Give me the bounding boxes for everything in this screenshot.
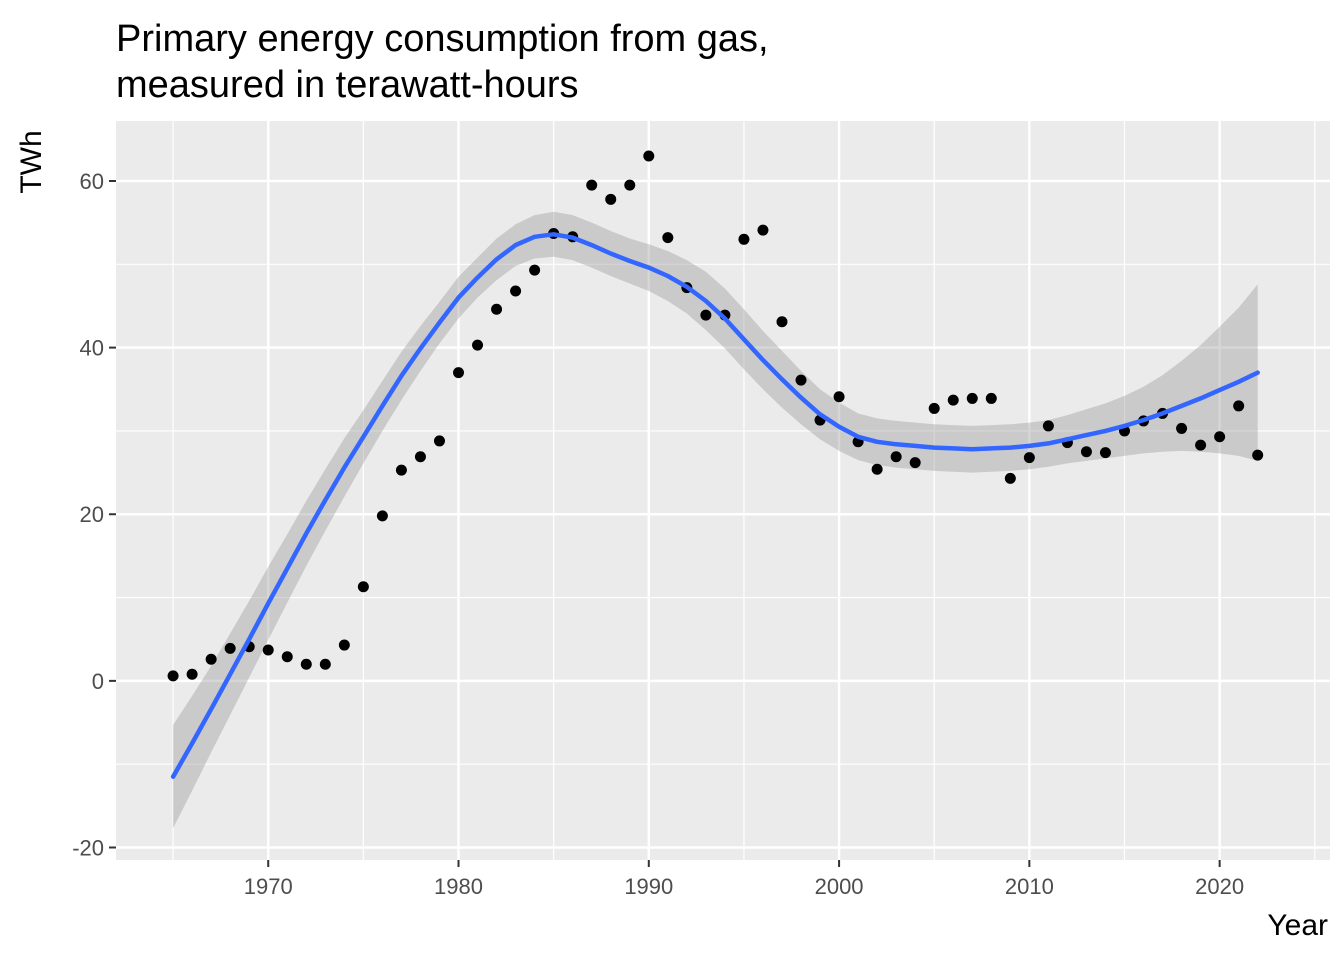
- data-point: [472, 339, 484, 351]
- data-point: [338, 639, 350, 651]
- data-point: [1099, 447, 1111, 459]
- y-tick-label: 60: [80, 169, 104, 194]
- data-point: [1080, 446, 1092, 458]
- data-point: [1023, 452, 1035, 464]
- data-point: [376, 510, 388, 522]
- x-tick-label: 2020: [1195, 874, 1244, 899]
- data-point: [319, 658, 331, 670]
- data-point: [871, 463, 883, 475]
- data-point: [643, 150, 655, 162]
- data-point: [1233, 400, 1245, 412]
- data-point: [300, 658, 312, 670]
- data-point: [395, 464, 407, 476]
- x-tick-label: 1990: [624, 874, 673, 899]
- data-point: [167, 670, 179, 682]
- data-point: [224, 642, 236, 654]
- data-point: [529, 264, 541, 276]
- x-axis-title: Year: [1267, 909, 1328, 942]
- data-point: [357, 581, 369, 593]
- smooth-trend-line: [170, 232, 1260, 779]
- data-point: [1195, 439, 1207, 451]
- grid-lines: [116, 121, 1330, 860]
- y-tick-label: 20: [80, 502, 104, 527]
- data-point: [414, 451, 426, 463]
- confidence-band: [173, 211, 1258, 829]
- data-point: [700, 309, 712, 321]
- x-tick-label: 1980: [434, 874, 483, 899]
- data-point: [624, 179, 636, 191]
- data-point: [205, 653, 217, 665]
- data-point: [186, 668, 198, 680]
- data-point: [928, 402, 940, 414]
- y-tick-label: 40: [80, 336, 104, 361]
- data-point: [262, 644, 274, 656]
- confidence-band-layer: [173, 211, 1258, 829]
- data-point: [1004, 472, 1016, 484]
- data-point: [281, 651, 293, 663]
- chart-title-line-2: measured in terawatt-hours: [116, 64, 579, 106]
- axis-ticks-and-labels: 1970 1980 1990 2000 2010 2020 -20 0 20 40 60: [72, 169, 1244, 899]
- data-point: [776, 316, 788, 328]
- data-point: [510, 285, 522, 297]
- data-point: [586, 179, 598, 191]
- data-point: [985, 392, 997, 404]
- smooth-line-layer: [170, 232, 1260, 779]
- data-point: [1176, 422, 1188, 434]
- y-axis-title: TWh: [15, 130, 48, 193]
- data-point: [605, 193, 617, 205]
- chart-title-line-1: Primary energy consumption from gas,: [116, 18, 769, 60]
- data-point: [890, 451, 902, 463]
- data-point: [1252, 449, 1264, 461]
- data-point: [795, 374, 807, 386]
- data-point: [433, 435, 445, 447]
- data-points-layer: [167, 150, 1264, 682]
- y-tick-label: -20: [72, 836, 104, 861]
- data-point: [1214, 431, 1226, 443]
- data-point: [909, 457, 921, 469]
- data-point: [738, 233, 750, 245]
- data-point: [1042, 420, 1054, 432]
- data-point: [491, 303, 503, 315]
- data-point: [757, 224, 769, 236]
- x-tick-label: 2000: [815, 874, 864, 899]
- data-point: [453, 367, 465, 379]
- data-point: [833, 391, 845, 403]
- x-tick-label: 2010: [1005, 874, 1054, 899]
- plot-panel: [116, 121, 1330, 860]
- data-point: [947, 394, 959, 406]
- x-tick-label: 1970: [244, 874, 293, 899]
- y-tick-label: 0: [92, 669, 104, 694]
- data-point: [966, 392, 978, 404]
- data-point: [662, 232, 674, 244]
